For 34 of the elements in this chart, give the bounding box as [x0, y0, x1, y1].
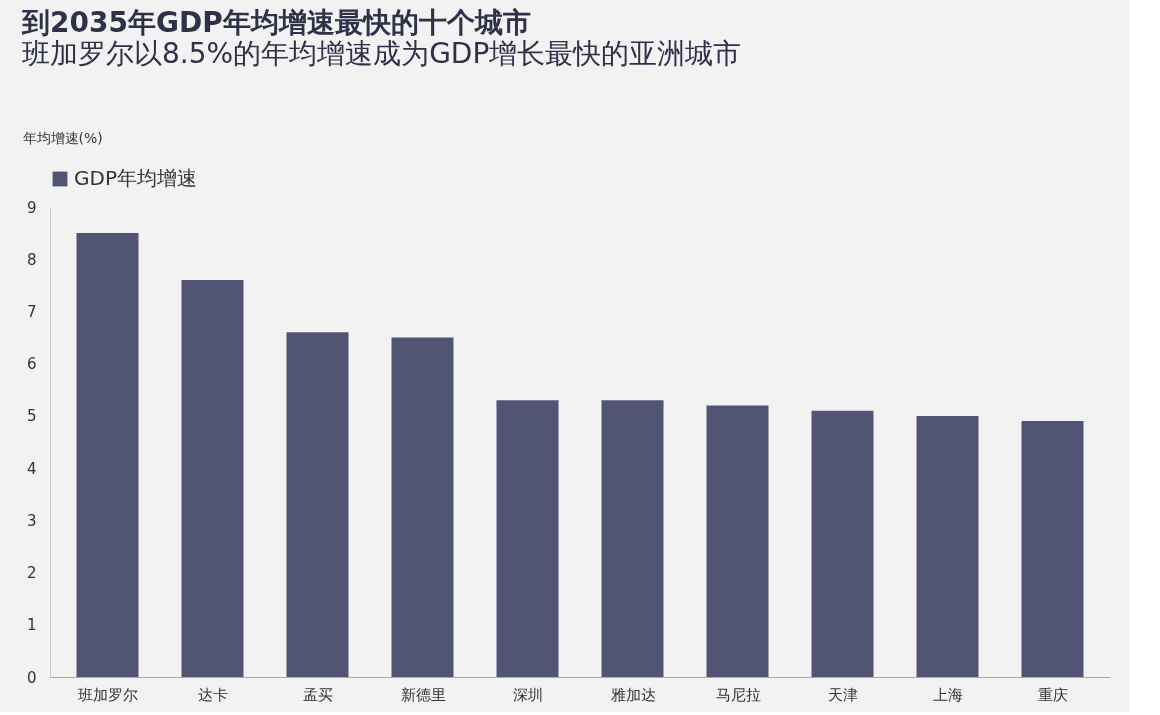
bar — [181, 280, 244, 677]
y-tick-label: 0 — [26, 668, 37, 687]
bar — [76, 233, 139, 677]
bar — [706, 405, 769, 677]
y-axis-title: 年均增速(%) — [22, 129, 103, 146]
y-tick-label: 2 — [26, 564, 37, 583]
x-tick-label: 马尼拉 — [715, 685, 761, 704]
x-tick-label: 雅加达 — [610, 685, 656, 704]
y-tick-label: 5 — [26, 407, 37, 426]
x-tick-label: 上海 — [933, 685, 963, 704]
x-tick-label: 深圳 — [513, 685, 543, 704]
y-tick-label: 1 — [26, 616, 37, 635]
bar — [601, 400, 664, 677]
x-tick-label: 孟买 — [303, 685, 333, 704]
chart-title: 到2035年GDP年均增速最快的十个城市 — [21, 6, 531, 39]
bar — [1021, 421, 1084, 677]
x-tick-label: 新德里 — [400, 685, 446, 704]
x-tick-label: 达卡 — [198, 685, 228, 704]
y-tick-label: 8 — [26, 250, 37, 269]
bar — [916, 415, 979, 677]
bar — [391, 337, 454, 677]
bar — [286, 332, 349, 677]
y-tick-label: 3 — [26, 511, 37, 530]
bar — [496, 400, 559, 677]
y-tick-label: 9 — [26, 198, 37, 217]
chart-subtitle: 班加罗尔以8.5%的年均增速成为GDP增长最快的亚洲城市 — [22, 37, 742, 70]
x-tick-label: 重庆 — [1038, 685, 1068, 704]
bar — [811, 410, 874, 677]
legend-label: GDP年均增速 — [74, 166, 197, 190]
x-tick-label: 天津 — [828, 685, 858, 704]
y-tick-label: 7 — [26, 302, 37, 321]
x-tick-label: 班加罗尔 — [78, 685, 138, 704]
y-tick-label: 6 — [26, 355, 37, 374]
y-tick-label: 4 — [26, 459, 37, 478]
